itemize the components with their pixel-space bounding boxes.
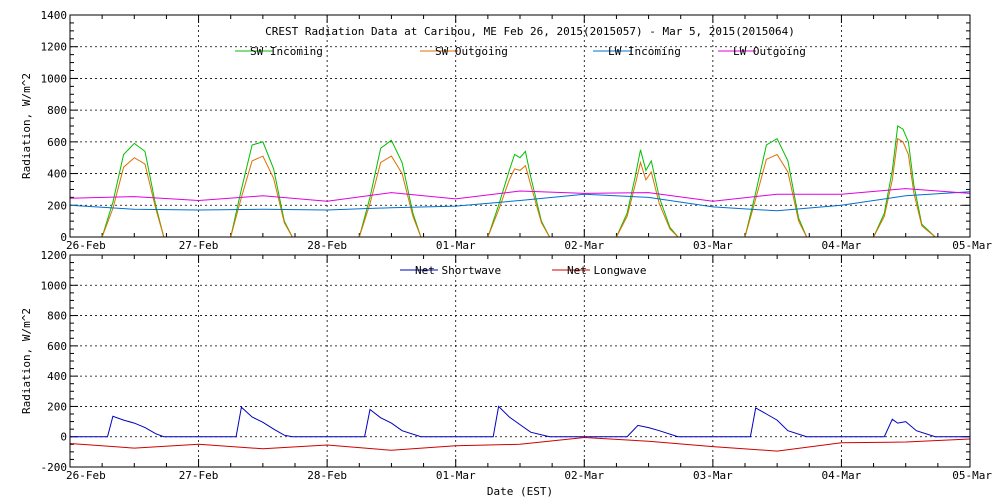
y-tick-label: 1000	[41, 279, 68, 292]
legend-label: SW Incoming	[250, 45, 323, 58]
panel-net-radiation: 26-Feb 27-Feb 28-Feb 01-Mar 02-Mar 03-Mar 04-M…	[20, 249, 992, 482]
x-tick-label: 28-Feb	[307, 239, 347, 252]
y-tick-label: -200	[41, 461, 68, 474]
y-tick-label: 200	[47, 199, 67, 212]
y-tick-label: 400	[47, 370, 67, 383]
x-tick-label: 26-Feb	[66, 239, 106, 252]
y-tick-label: 600	[47, 340, 67, 353]
x-tick-label: 05-Mar	[952, 239, 992, 252]
legend-label: LW Incoming	[608, 45, 681, 58]
legend-label: Net Longwave	[567, 264, 646, 277]
panel-incoming-outgoing: 26-Feb 27-Feb 28-Feb 01-Mar 02-Mar 03-Mar 04-M…	[20, 9, 992, 252]
legend-label: Net Shortwave	[415, 264, 501, 277]
series-line-sw-incoming	[70, 125, 970, 238]
series-line-lw-incoming	[69, 191, 971, 212]
legend-label: SW Outgoing	[435, 45, 508, 58]
y-tick-label: 400	[47, 168, 67, 181]
y-tick-label: 0	[60, 231, 67, 244]
x-tick-label: 04-Mar	[822, 239, 862, 252]
y-tick-label: 0	[60, 431, 67, 444]
y-tick-label: 1200	[41, 41, 68, 54]
y-axis-label: Radiation, W/m^2	[20, 73, 33, 179]
x-tick-label: 03-Mar	[693, 239, 733, 252]
x-tick-label: 02-Mar	[564, 469, 604, 482]
series-line-net-shortwave	[70, 405, 970, 438]
y-tick-label: 200	[47, 400, 67, 413]
legend-label: LW Outgoing	[733, 45, 806, 58]
x-tick-label: 28-Feb	[307, 469, 347, 482]
x-tick-label: 03-Mar	[693, 469, 733, 482]
x-tick-label: 26-Feb	[66, 469, 106, 482]
series-line-sw-outgoing	[70, 137, 970, 238]
y-tick-label: 1400	[41, 9, 68, 22]
x-tick-label: 27-Feb	[179, 469, 219, 482]
y-axis-label: Radiation, W/m^2	[20, 308, 33, 414]
y-tick-label: 600	[47, 136, 67, 149]
x-tick-label: 04-Mar	[822, 469, 862, 482]
plot-frame	[69, 254, 971, 468]
series-line-lw-outgoing	[69, 188, 971, 202]
chart-title: CREST Radiation Data at Caribou, ME Feb …	[265, 25, 795, 38]
plot-frame	[69, 14, 971, 238]
y-tick-label: 800	[47, 310, 67, 323]
y-tick-label: 1200	[41, 249, 68, 262]
x-tick-label: 01-Mar	[436, 469, 476, 482]
series-line-net-longwave	[69, 436, 971, 452]
x-axis-label: Date (EST)	[487, 485, 553, 498]
y-tick-label: 1000	[41, 72, 68, 85]
x-tick-label: 27-Feb	[179, 239, 219, 252]
x-tick-label: 05-Mar	[952, 469, 992, 482]
x-tick-label: 01-Mar	[436, 239, 476, 252]
y-tick-label: 800	[47, 104, 67, 117]
x-tick-label: 02-Mar	[564, 239, 604, 252]
